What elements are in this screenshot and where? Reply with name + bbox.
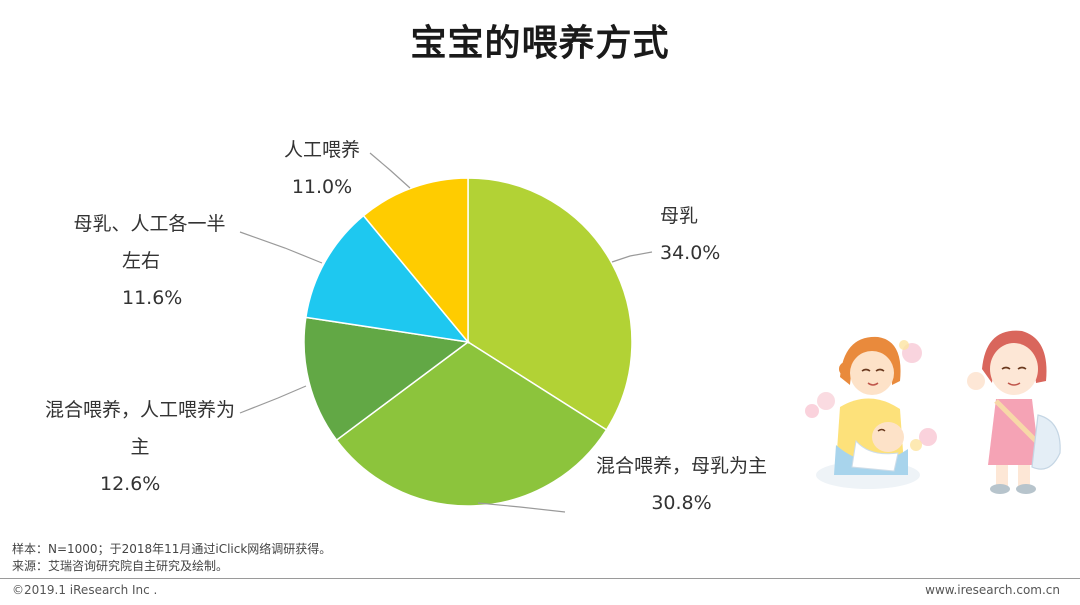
website-link[interactable]: www.iresearch.com.cn bbox=[925, 583, 1060, 597]
label-formula: 人工喂养 11.0% bbox=[284, 132, 360, 206]
label-formula-name: 人工喂养 bbox=[284, 139, 361, 161]
label-mixed-formula-name: 混合喂养，人工喂养为 bbox=[44, 399, 235, 421]
chart-title: 宝宝的喂养方式 bbox=[410, 23, 670, 64]
leader-line-half bbox=[239, 231, 323, 264]
label-mixed-formula-pct: 12.6% bbox=[100, 473, 161, 495]
label-breast: 母乳 34.0% bbox=[660, 198, 720, 272]
label-mixed-formula-name-2: 主 bbox=[130, 436, 150, 458]
leader-line-mixed-breast bbox=[477, 502, 566, 513]
pie-slice-half bbox=[305, 214, 470, 344]
label-mixed-breast: 混合喂养，母乳为主 30.8% bbox=[596, 448, 767, 522]
copyright: ©2019.1 iResearch Inc . bbox=[12, 583, 158, 597]
pie-slice-formula bbox=[362, 177, 469, 345]
label-half-name: 母乳、人工各一半 bbox=[73, 213, 226, 235]
pie-slice-mixed-formula bbox=[303, 316, 470, 442]
mother-baby-illustration bbox=[805, 330, 1061, 494]
label-breast-name: 母乳 bbox=[660, 205, 699, 227]
leader-line-breast bbox=[611, 251, 653, 263]
leader-line-mixed-formula bbox=[239, 385, 307, 414]
source-note: 来源：艾瑞咨询研究院自主研究及绘制。 bbox=[12, 559, 229, 573]
footer-divider bbox=[0, 578, 1080, 579]
label-mixed-formula: 混合喂养，人工喂养为 主 12.6% bbox=[40, 392, 240, 503]
label-mixed-breast-name: 混合喂养，母乳为主 bbox=[596, 455, 768, 477]
pie-slice-breast bbox=[467, 177, 633, 431]
pie-slice-mixed-breast bbox=[335, 341, 608, 507]
label-formula-pct: 11.0% bbox=[291, 176, 353, 198]
leader-line-formula bbox=[369, 152, 411, 189]
label-half: 母乳、人工各一半 左右 11.6% bbox=[62, 206, 237, 317]
label-breast-pct: 34.0% bbox=[660, 242, 721, 264]
label-half-pct: 11.6% bbox=[122, 287, 183, 309]
sample-note: 样本：N=1000；于2018年11月通过iClick网络调研获得。 bbox=[12, 542, 332, 556]
label-mixed-breast-pct: 30.8% bbox=[651, 492, 712, 514]
label-half-name-2: 左右 bbox=[122, 250, 161, 272]
